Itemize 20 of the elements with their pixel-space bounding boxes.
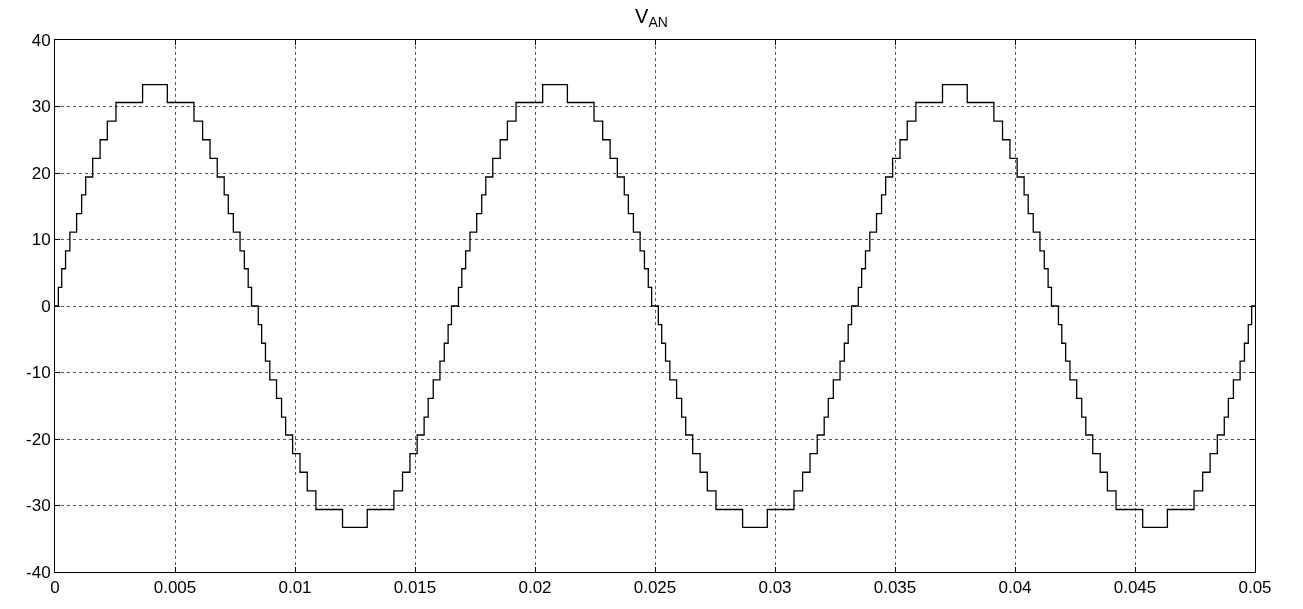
x-tick-label: 0.035 bbox=[873, 578, 917, 598]
x-tick-label: 0.045 bbox=[1113, 578, 1157, 598]
y-tick-label: 20 bbox=[31, 163, 51, 183]
chart-title: V$_{AN}$ bbox=[635, 5, 668, 31]
x-tick-label: 0.005 bbox=[153, 578, 197, 598]
y-tick-label: 10 bbox=[31, 230, 51, 250]
x-tick-label: 0.025 bbox=[633, 578, 677, 598]
y-tick-label: -10 bbox=[26, 363, 51, 383]
y-tick-label: 0 bbox=[41, 296, 51, 316]
y-tick-label: 40 bbox=[31, 30, 51, 50]
x-tick-label: 0.015 bbox=[393, 578, 437, 598]
x-tick-label: 0.02 bbox=[518, 578, 552, 598]
y-tick-label: -40 bbox=[26, 562, 51, 582]
x-tick-label: 0.03 bbox=[758, 578, 792, 598]
x-tick-label: 0.01 bbox=[278, 578, 312, 598]
x-tick-label: 0.05 bbox=[1238, 578, 1272, 598]
y-tick-label: -20 bbox=[26, 429, 51, 449]
y-tick-label: -30 bbox=[26, 496, 51, 516]
y-tick-label: 30 bbox=[31, 97, 51, 117]
x-tick-label: 0.04 bbox=[998, 578, 1032, 598]
